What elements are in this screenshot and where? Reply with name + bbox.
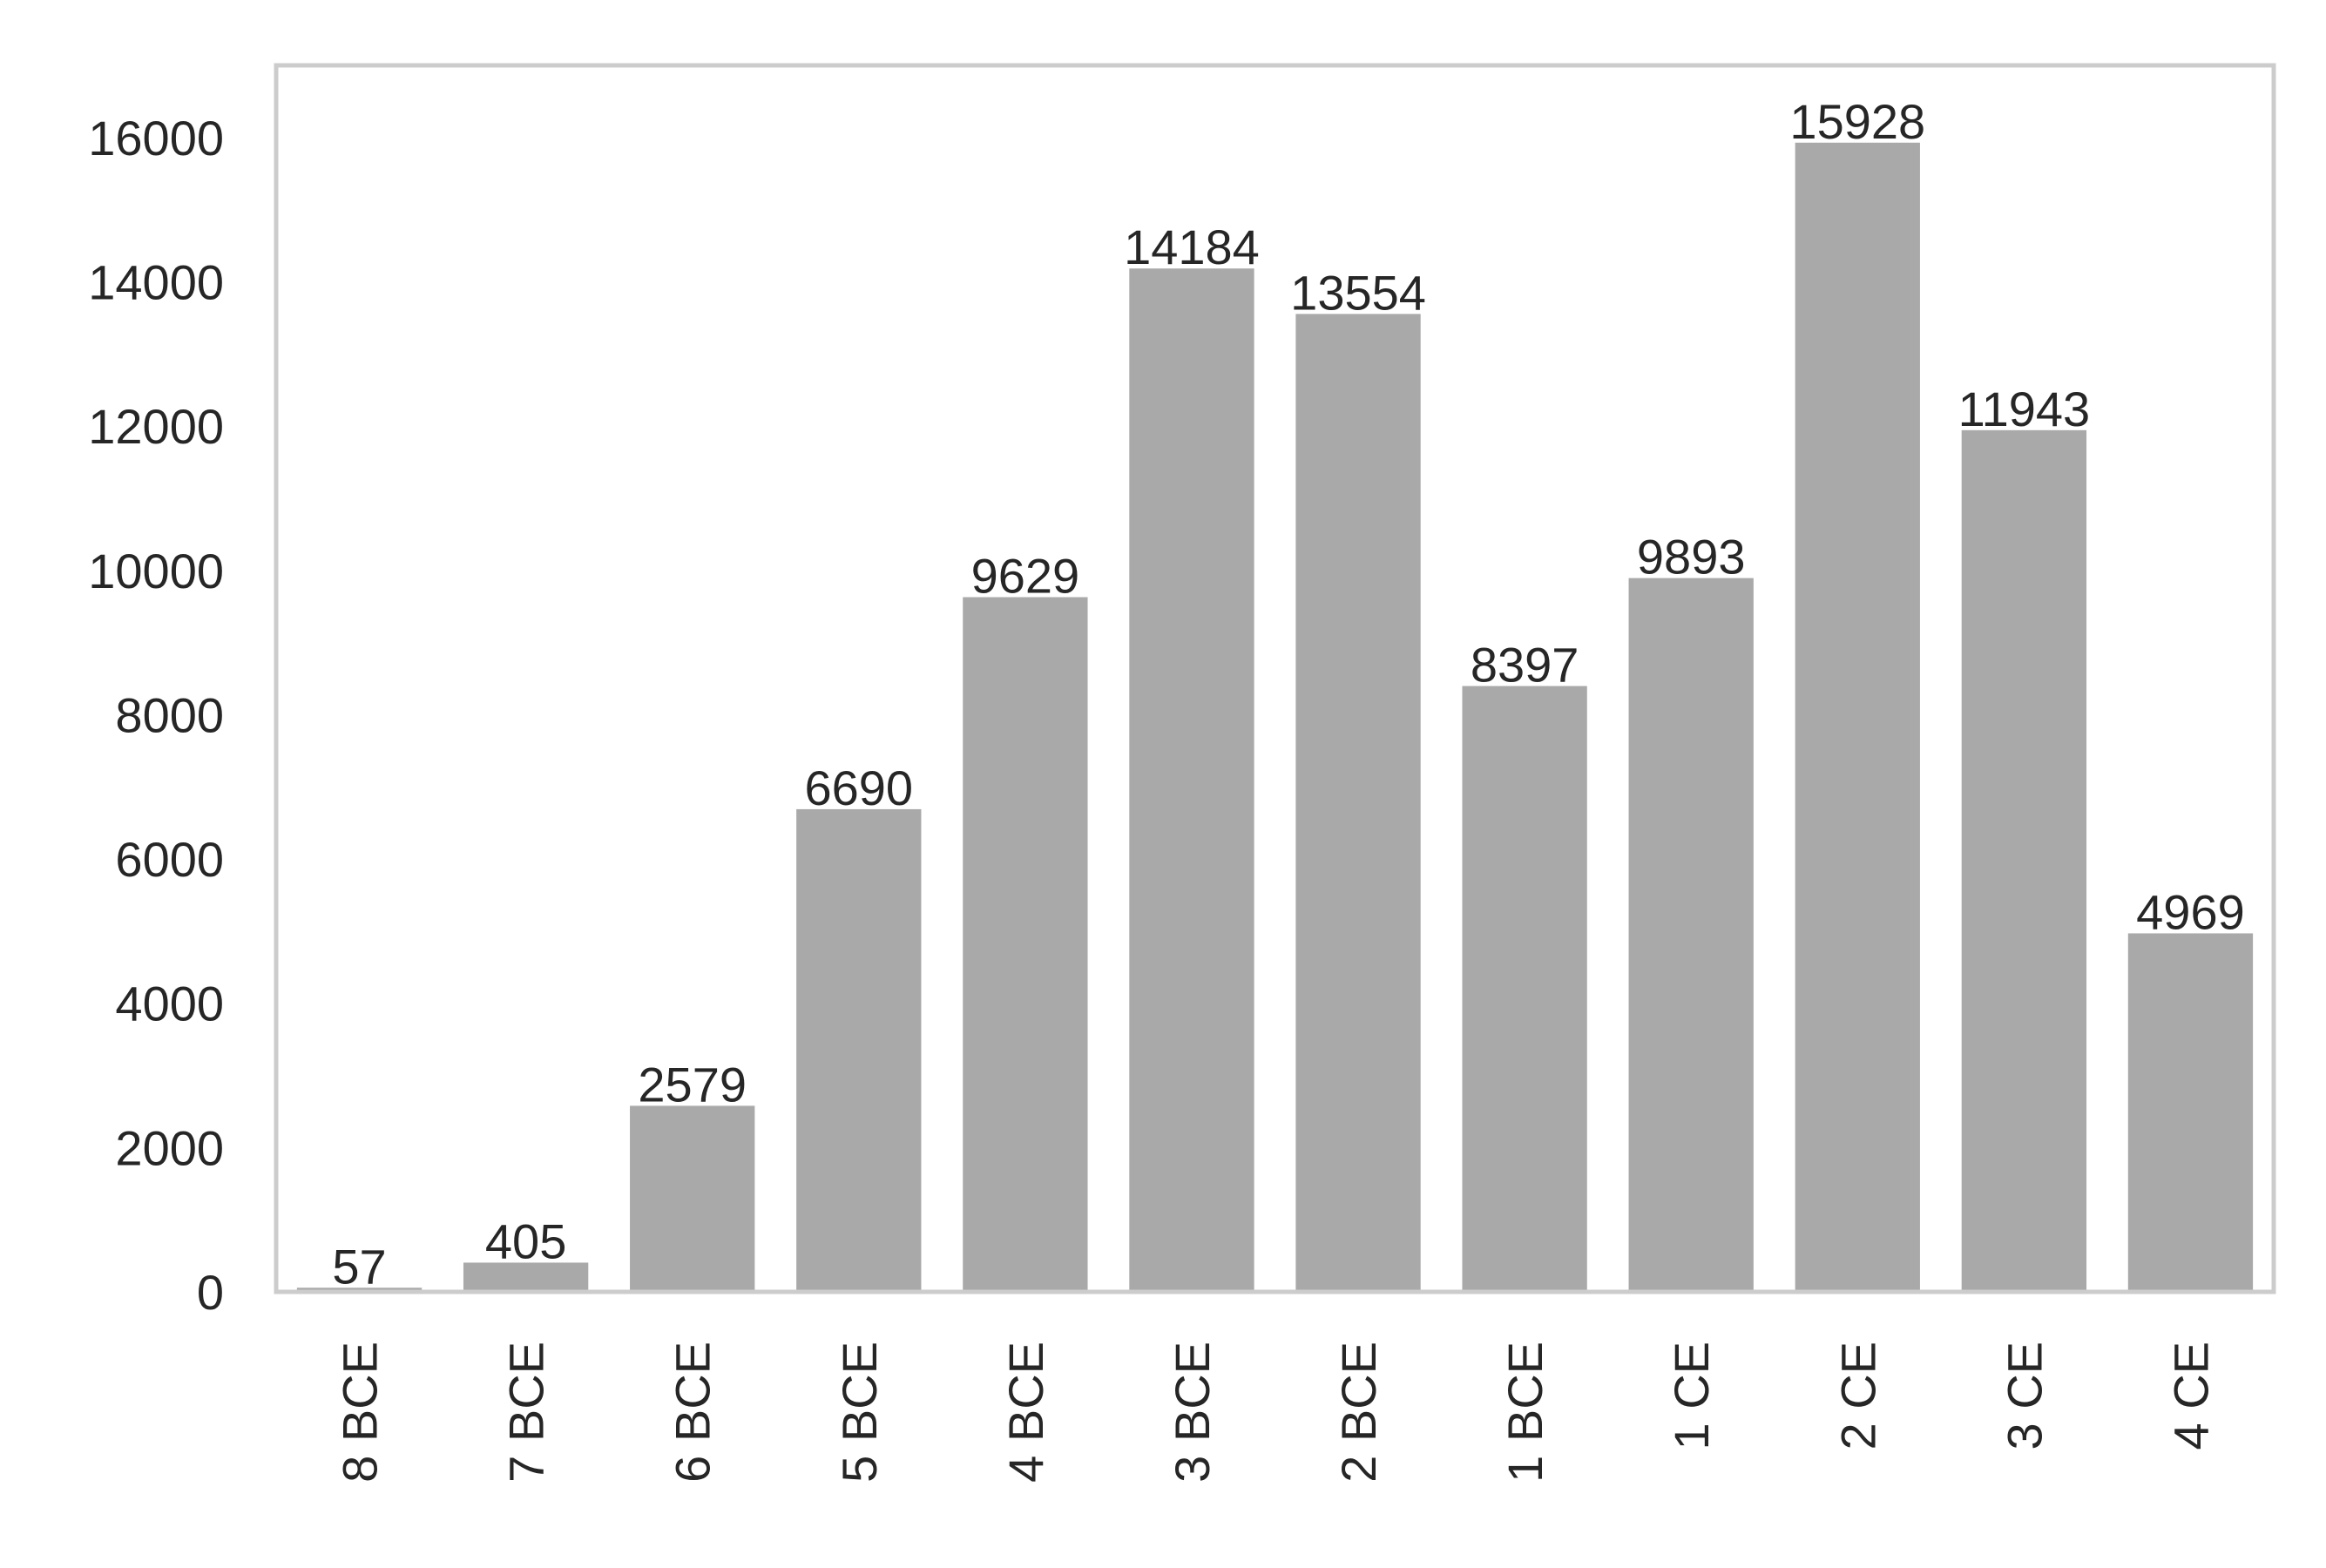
bar [963, 597, 1088, 1292]
y-tick-label: 0 [197, 1265, 224, 1320]
bar-value-label: 4969 [2136, 884, 2245, 939]
x-tick-label: 2 CE [1830, 1342, 1885, 1450]
bar-value-label: 8397 [1471, 638, 1579, 693]
y-tick-label: 6000 [115, 832, 224, 887]
x-tick-label: 4 CE [2163, 1342, 2218, 1450]
bar-value-label: 9893 [1637, 530, 1746, 585]
bar-value-label: 13554 [1290, 265, 1426, 320]
bars-group [296, 142, 2254, 1292]
bar-value-label: 405 [485, 1213, 566, 1268]
bar [630, 1105, 755, 1292]
x-tick-label: 3 CE [1997, 1342, 2052, 1450]
y-tick-label: 10000 [88, 544, 224, 598]
y-tick-label: 8000 [115, 687, 224, 742]
x-axis-ticks: 8 BCE 7 BCE 6 BCE 5 BCE 4 BCE 3 BCE 2 BCE 1 BCE… [333, 1342, 2219, 1483]
bar-value-label: 11943 [1958, 382, 2091, 436]
bar [463, 1262, 589, 1292]
y-tick-label: 12000 [88, 399, 224, 454]
bar-value-label: 15928 [1789, 94, 1925, 149]
y-axis-ticks: 0 2000 4000 6000 8000 10000 12000 14000 16000 [88, 111, 224, 1320]
bar [2127, 933, 2254, 1292]
bar [1628, 578, 1754, 1292]
bar [1462, 686, 1587, 1292]
x-tick-label: 3 BCE [1165, 1342, 1220, 1483]
bar [1295, 314, 1421, 1292]
bar [1795, 142, 1920, 1292]
value-labels-group: 57 405 2579 6690 9629 14184 13554 8397 9893 15928… [332, 94, 2244, 1294]
x-tick-label: 4 BCE [998, 1342, 1053, 1483]
bar-value-label: 57 [332, 1239, 386, 1294]
bar-value-label: 9629 [971, 548, 1080, 603]
x-tick-label: 8 BCE [333, 1342, 388, 1483]
bar [1961, 429, 2087, 1292]
x-tick-label: 1 BCE [1498, 1342, 1552, 1483]
x-tick-label: 5 BCE [832, 1342, 887, 1483]
y-tick-label: 14000 [88, 254, 224, 309]
y-tick-label: 2000 [115, 1120, 224, 1175]
y-tick-label: 16000 [88, 111, 224, 166]
plot-frame [274, 63, 2276, 1294]
bar-value-label: 14184 [1124, 220, 1260, 274]
bar [1129, 268, 1254, 1292]
bar-value-label: 6690 [805, 760, 914, 815]
x-tick-label: 1 CE [1664, 1342, 1719, 1450]
x-tick-label: 2 BCE [1331, 1342, 1386, 1483]
bar [796, 808, 922, 1292]
y-tick-label: 4000 [115, 977, 224, 1031]
x-tick-label: 6 BCE [666, 1342, 720, 1483]
x-tick-label: 7 BCE [499, 1342, 554, 1483]
bar-value-label: 2579 [638, 1057, 747, 1112]
